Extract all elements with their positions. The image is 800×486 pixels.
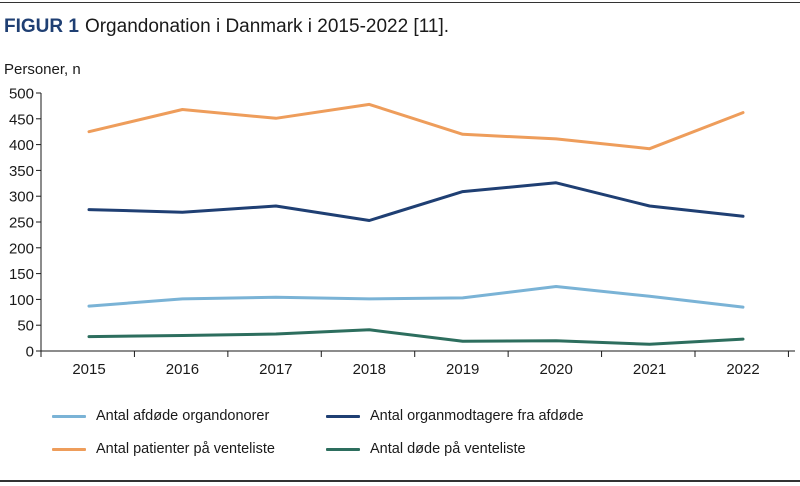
series-line-3 — [87, 328, 745, 346]
figure-title: FIGUR 1 Organdonation i Danmark i 2015-20… — [4, 16, 449, 38]
figure-title-text: Organdonation i Danmark i 2015-2022 [11]… — [84, 16, 449, 37]
y-tick-label: 50 — [17, 318, 34, 335]
y-tick-label: 100 — [9, 292, 34, 309]
y-tick-label: 500 — [9, 86, 34, 103]
bottom-rule — [0, 480, 800, 482]
x-tick-label: 2017 — [259, 361, 292, 378]
x-tick-label: 2019 — [446, 361, 479, 378]
axes: 0 50 100 150 200 250 300 350 400 450 500 2015 2016 20… — [9, 86, 795, 378]
series-lines — [87, 102, 745, 346]
y-tick-label: 200 — [9, 240, 34, 257]
x-tick-label: 2018 — [353, 361, 386, 378]
series-line-2 — [87, 102, 745, 151]
x-tick-label: 2022 — [726, 361, 759, 378]
y-tick-label: 450 — [9, 111, 34, 128]
x-tick-label: 2020 — [539, 361, 572, 378]
x-tick-label: 2016 — [166, 361, 199, 378]
y-tick-label: 350 — [9, 163, 34, 180]
y-tick-label: 300 — [9, 189, 34, 206]
series-line-1 — [87, 181, 745, 222]
y-tick-label: 0 — [26, 344, 34, 361]
figure-label: FIGUR 1 — [4, 16, 79, 37]
y-axis-label: Personer, n — [4, 61, 81, 78]
x-tick-label: 2015 — [72, 361, 105, 378]
x-tick-label: 2021 — [633, 361, 666, 378]
series-line-0 — [87, 285, 745, 309]
top-rule — [0, 2, 800, 3]
y-tick-label: 400 — [9, 137, 34, 154]
y-tick-label: 150 — [9, 266, 34, 283]
y-tick-label: 250 — [9, 215, 34, 232]
